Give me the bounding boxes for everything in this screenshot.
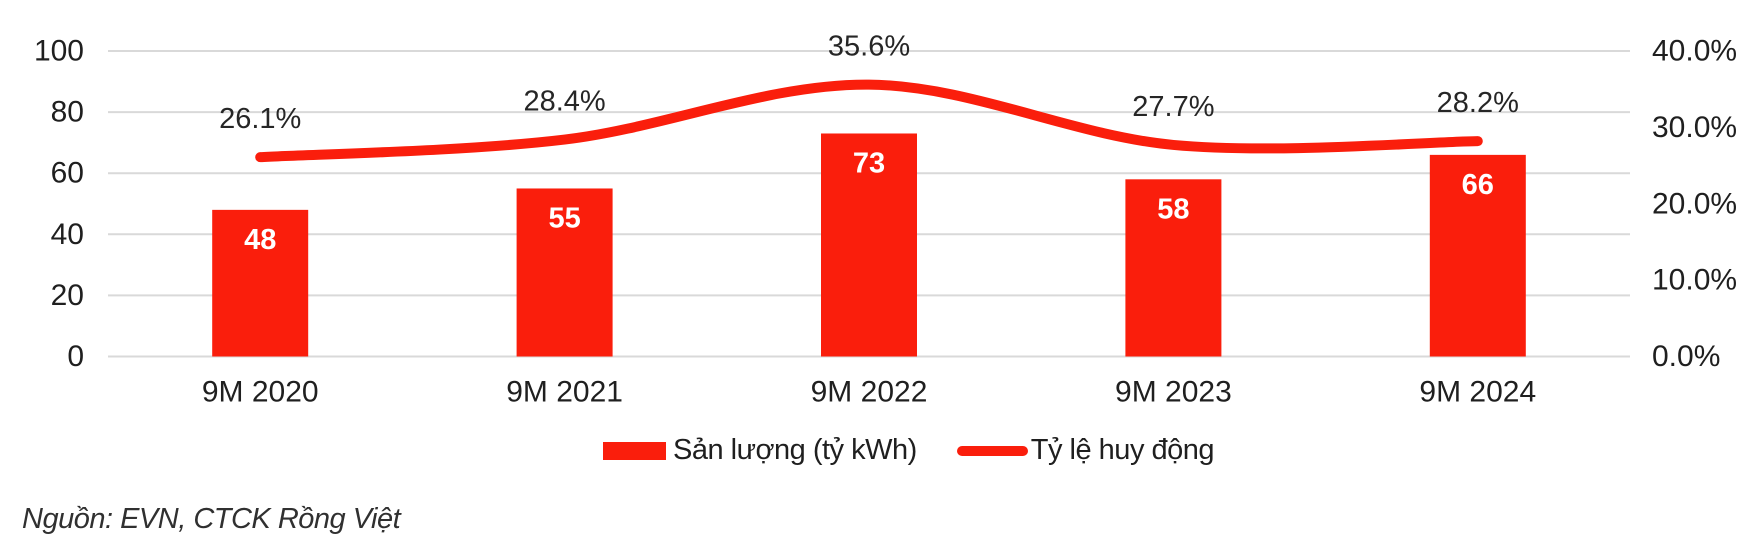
bar bbox=[821, 133, 917, 357]
bar-value-label: 73 bbox=[853, 147, 885, 179]
category-label: 9M 2020 bbox=[202, 376, 319, 409]
line-point-label: 28.4% bbox=[523, 86, 605, 118]
legend-bar-swatch bbox=[603, 441, 666, 460]
category-label: 9M 2023 bbox=[1115, 376, 1232, 409]
bar bbox=[1429, 154, 1526, 357]
legend-bar-label: Sản lượng (tỷ kWh) bbox=[673, 434, 917, 466]
legend-item-bar-series: Sản lượng (tỷ kWh) bbox=[603, 434, 917, 467]
right-axis-tick-label: 20.0% bbox=[1652, 187, 1737, 220]
right-axis-tick-label: 10.0% bbox=[1652, 264, 1737, 297]
left-axis-tick-label: 20 bbox=[51, 279, 84, 312]
trend-line bbox=[255, 79, 1483, 163]
right-axis-tick-label: 40.0% bbox=[1652, 35, 1737, 68]
category-label: 9M 2024 bbox=[1419, 376, 1536, 409]
bar bbox=[1125, 179, 1222, 357]
bar-value-label: 55 bbox=[548, 202, 580, 234]
right-axis-tick-label: 30.0% bbox=[1652, 111, 1737, 144]
source-note: Nguồn: EVN, CTCK Rồng Việt bbox=[22, 503, 401, 535]
combo-chart: 0 20 40 60 80 100 0.0% 10.0% 20.0% 30.0% 40.0% 48 55… bbox=[34, 31, 1737, 409]
legend-line-label: Tỷ lệ huy động bbox=[1030, 434, 1215, 466]
chart-legend: Sản lượng (tỷ kWh) Tỷ lệ huy động bbox=[603, 434, 1215, 467]
legend-item-line-series: Tỷ lệ huy động bbox=[956, 434, 1215, 467]
category-label: 9M 2022 bbox=[811, 376, 928, 409]
bar-value-label: 66 bbox=[1462, 169, 1494, 201]
line-point-label: 35.6% bbox=[828, 31, 910, 63]
left-axis-tick-label: 80 bbox=[51, 96, 84, 129]
legend-line-swatch bbox=[956, 445, 1028, 456]
left-axis-tick-label: 0 bbox=[67, 340, 84, 373]
bar-value-label: 48 bbox=[244, 224, 276, 256]
left-axis-tick-label: 60 bbox=[51, 157, 84, 190]
bar bbox=[212, 209, 309, 357]
line-point-label: 28.2% bbox=[1437, 87, 1519, 119]
bar bbox=[516, 188, 613, 357]
category-label: 9M 2021 bbox=[506, 376, 623, 409]
line-point-label: 26.1% bbox=[219, 103, 301, 135]
line-point-label: 27.7% bbox=[1132, 91, 1214, 123]
right-axis-tick-label: 0.0% bbox=[1652, 340, 1720, 373]
bar-value-label: 58 bbox=[1157, 193, 1189, 225]
left-axis-tick-label: 100 bbox=[34, 35, 84, 68]
left-axis-tick-label: 40 bbox=[51, 218, 84, 251]
